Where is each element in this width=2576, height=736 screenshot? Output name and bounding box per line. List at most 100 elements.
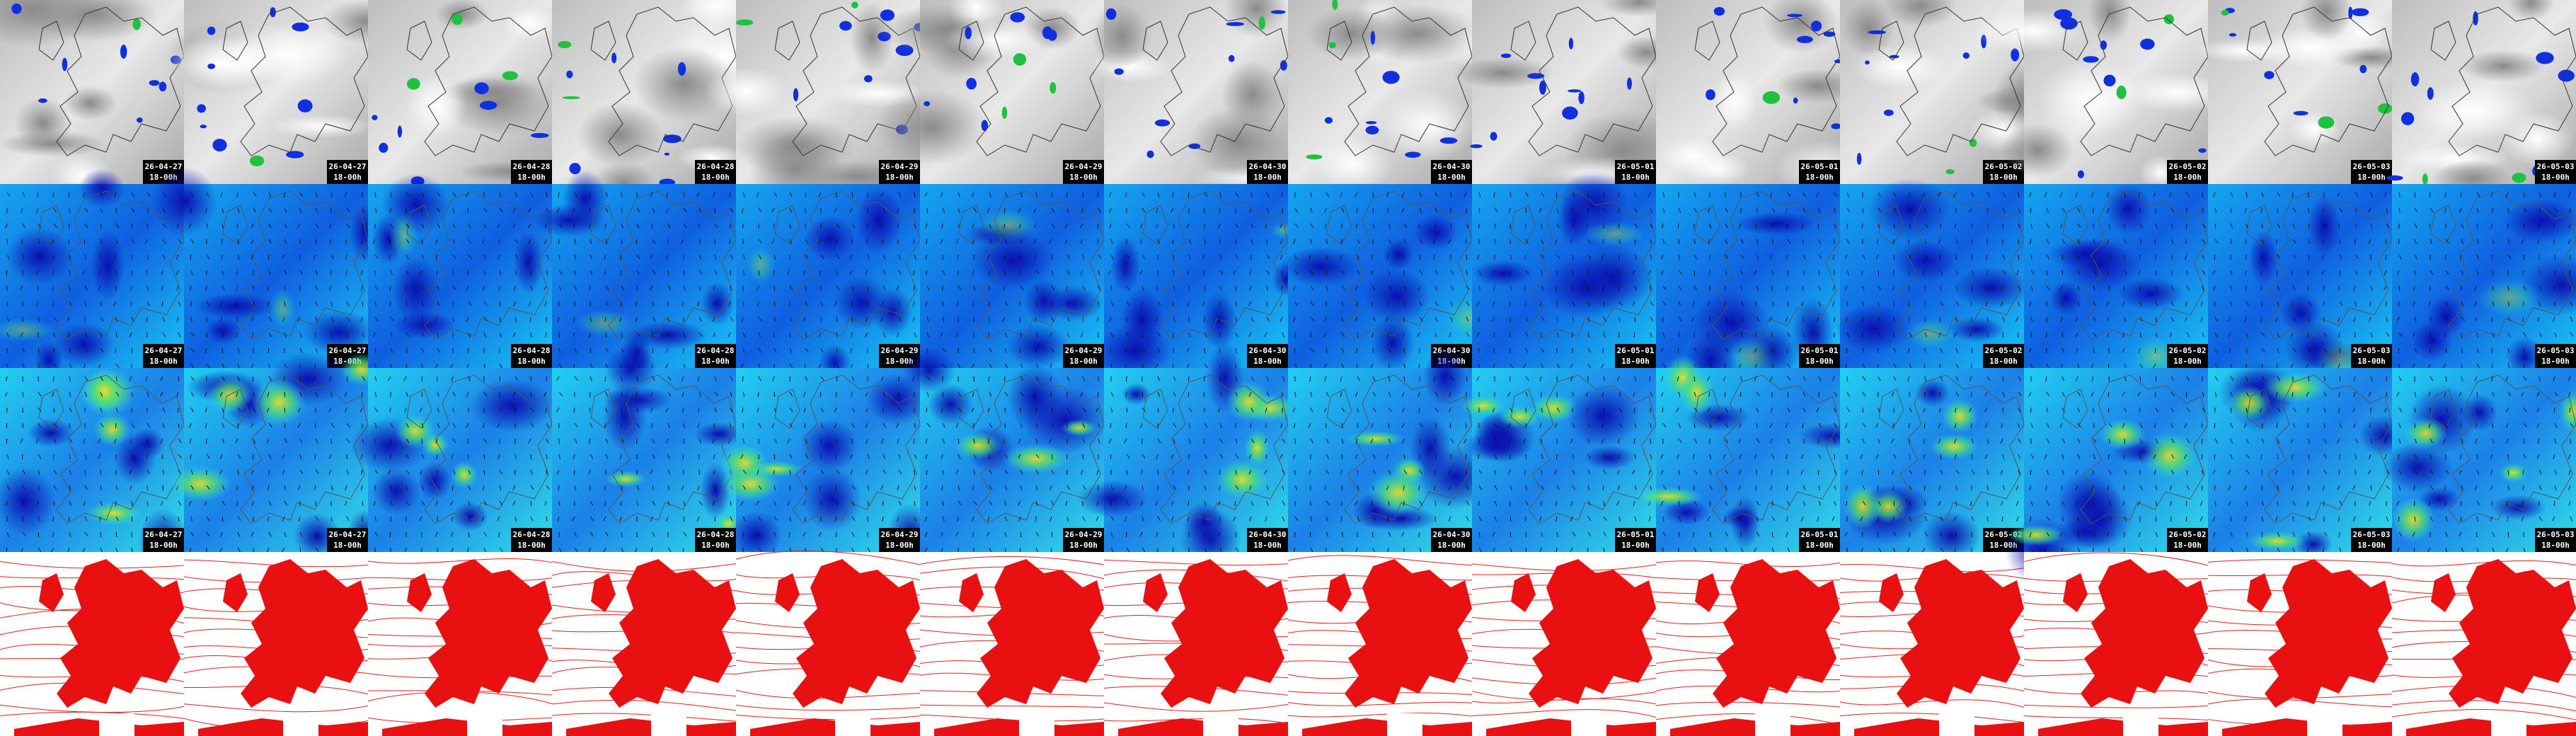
coastline — [1694, 6, 1841, 156]
time-label: 18-00h — [1253, 357, 1282, 366]
high-wind — [2391, 497, 2436, 543]
precip — [286, 151, 304, 159]
map-cell: 26-05-02 18-00h — [2004, 368, 2209, 585]
coastline — [2430, 6, 2576, 156]
low-wind — [971, 231, 1054, 289]
precip — [2422, 173, 2428, 185]
land — [1302, 559, 1472, 736]
precip — [1856, 152, 1862, 165]
precip — [372, 115, 378, 120]
high-wind — [1928, 433, 1979, 460]
cloud-band — [2088, 0, 2132, 43]
map-cell: 26-05-01 18-00h — [1656, 0, 1877, 198]
precip — [1228, 54, 1235, 62]
date-label: 26-04-28 — [513, 346, 551, 355]
low-wind — [1472, 260, 1534, 287]
precip — [1439, 137, 1458, 144]
label-box — [1431, 160, 1472, 184]
label-box — [2535, 528, 2576, 552]
land — [934, 559, 1104, 736]
wind-arrows — [2212, 192, 2390, 369]
precip — [611, 52, 617, 64]
time-label: 18-00h — [517, 173, 546, 182]
high-wind — [84, 369, 125, 413]
label-box — [2167, 160, 2208, 184]
label-box — [1615, 160, 1656, 184]
coastline — [958, 190, 1105, 340]
date-label: 26-04-27 — [145, 162, 183, 171]
low-wind — [1077, 480, 1149, 518]
low-wind — [452, 501, 489, 531]
precip — [2103, 74, 2116, 87]
coastline — [1878, 190, 2025, 340]
cloud-band — [1451, 57, 1555, 89]
precip — [136, 117, 143, 123]
map-cell: 26-04-28 18-00h — [349, 368, 554, 553]
wind-arrows — [1476, 192, 1654, 369]
low-wind — [2412, 320, 2453, 362]
time-label: 18-00h — [701, 357, 730, 366]
legend-box — [2307, 713, 2342, 736]
wind-arrows — [1292, 376, 1470, 553]
date-label: 26-04-30 — [1249, 162, 1287, 171]
precip — [149, 80, 160, 86]
label-box — [2535, 344, 2576, 368]
precip — [1226, 22, 1245, 26]
map-cell: 26-04-30 18-00h — [1077, 342, 1298, 570]
precip — [2083, 56, 2099, 63]
low-wind — [804, 216, 856, 262]
low-wind — [1915, 379, 1950, 408]
low-wind — [2308, 196, 2341, 256]
time-label: 18-00h — [149, 357, 178, 366]
cloud-band — [1224, 0, 1288, 38]
low-wind — [802, 467, 862, 532]
precip — [735, 19, 754, 26]
precip — [2229, 33, 2237, 37]
high-wind — [1843, 483, 1882, 529]
label-box — [511, 344, 552, 368]
date-label: 26-04-28 — [513, 530, 551, 539]
cloud-band — [405, 75, 467, 137]
map-cell — [2391, 552, 2576, 736]
coastline — [2246, 374, 2393, 524]
time-label: 18-00h — [2173, 173, 2202, 182]
time-label: 18-00h — [1621, 173, 1650, 182]
precip — [1013, 53, 1027, 66]
time-label: 18-00h — [2357, 541, 2386, 550]
precip — [965, 26, 972, 40]
wind-arrows — [2028, 192, 2206, 369]
map-cell: 26-05-01 18-00h — [1656, 184, 1841, 391]
label-box — [695, 344, 736, 368]
coastline — [774, 374, 921, 524]
date-label: 26-05-01 — [1801, 530, 1839, 539]
high-wind — [575, 309, 633, 338]
cloud-band — [705, 66, 787, 117]
legend-box — [283, 713, 318, 736]
date-label: 26-04-28 — [513, 162, 551, 171]
date-label: 26-05-03 — [2537, 162, 2575, 171]
map-cell: 26-04-28 18-00h — [552, 345, 744, 553]
precip — [159, 81, 167, 92]
high-wind — [747, 246, 776, 283]
time-label: 18-00h — [1069, 541, 1098, 550]
high-wind — [1634, 486, 1703, 507]
label-box — [2535, 160, 2576, 184]
coastline — [958, 374, 1105, 524]
low-wind — [2059, 238, 2140, 291]
precip — [1823, 31, 1836, 38]
precip — [2054, 9, 2073, 21]
time-label: 18-00h — [149, 541, 178, 550]
map-cell — [1287, 552, 1473, 736]
precip — [1865, 60, 1870, 65]
label-box — [1983, 344, 2024, 368]
label-box — [1615, 344, 1656, 368]
precip — [1114, 68, 1124, 75]
map-cell — [2023, 552, 2209, 736]
high-wind — [394, 414, 436, 449]
map-cell — [1655, 552, 1841, 736]
low-wind — [91, 230, 125, 301]
coastline — [1510, 374, 1657, 524]
low-wind — [700, 462, 731, 519]
date-label: 26-04-29 — [881, 346, 919, 355]
